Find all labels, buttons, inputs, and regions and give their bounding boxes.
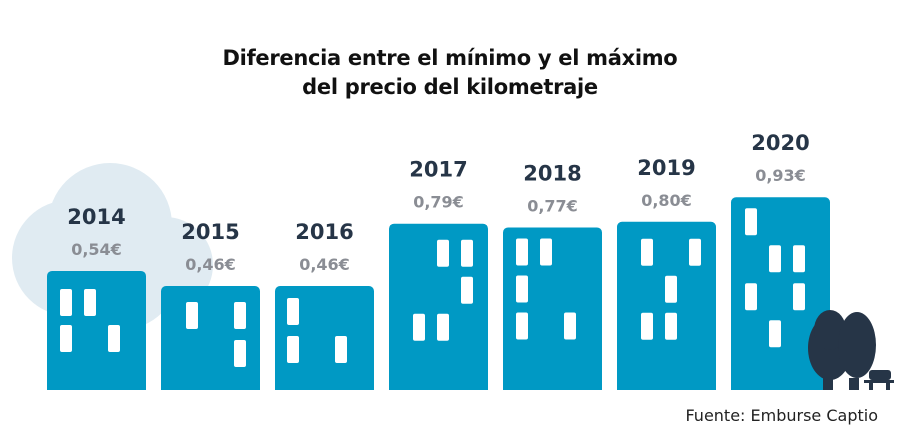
window-icon (234, 340, 246, 368)
window-icon (745, 283, 757, 311)
window-icon (461, 276, 473, 304)
window-icon (641, 238, 653, 266)
window-icon (108, 324, 120, 352)
window-icon (793, 283, 805, 311)
value-label: 0,46€ (185, 255, 236, 274)
year-label: 2017 (409, 158, 467, 182)
bar-2020 (731, 197, 830, 390)
window-icon (234, 302, 246, 330)
value-label: 0,79€ (413, 193, 464, 212)
window-icon (540, 238, 552, 266)
window-icon (516, 275, 528, 303)
chart-title: Diferencia entre el mínimo y el máximo d… (0, 44, 900, 102)
window-icon (413, 313, 425, 341)
year-label: 2019 (637, 156, 695, 180)
bar-base (47, 384, 146, 390)
window-icon (689, 238, 701, 266)
bar-base (275, 384, 374, 390)
window-icon (335, 336, 347, 364)
window-icon (437, 313, 449, 341)
window-icon (516, 238, 528, 266)
source-note: Fuente: Emburse Captio (685, 406, 878, 425)
window-icon (84, 288, 96, 316)
value-label: 0,54€ (71, 240, 122, 259)
bar-2018 (503, 227, 602, 390)
window-icon (769, 245, 781, 273)
window-icon (186, 302, 198, 330)
bar-2015 (161, 286, 260, 390)
window-icon (564, 312, 576, 340)
window-icon (437, 239, 449, 267)
trees-icon (808, 310, 894, 390)
window-icon (287, 336, 299, 364)
title-line-1: Diferencia entre el mínimo y el máximo (222, 46, 678, 70)
window-icon (60, 324, 72, 352)
window-icon (665, 275, 677, 303)
window-icon (769, 320, 781, 348)
window-icon (287, 298, 299, 326)
window-icon (641, 312, 653, 340)
bar-base (503, 384, 602, 390)
value-label: 0,77€ (527, 196, 578, 215)
year-label: 2020 (751, 131, 809, 155)
bar-base (731, 384, 830, 390)
value-label: 0,46€ (299, 255, 350, 274)
window-icon (60, 288, 72, 316)
year-label: 2014 (67, 205, 125, 229)
value-label: 0,93€ (755, 166, 806, 185)
window-icon (516, 312, 528, 340)
year-label: 2018 (523, 161, 581, 185)
value-label: 0,80€ (641, 191, 692, 210)
window-icon (665, 312, 677, 340)
bar-base (389, 384, 488, 390)
window-icon (461, 239, 473, 267)
year-label: 2016 (295, 220, 353, 244)
bar-base (161, 384, 260, 390)
bar-base (617, 384, 716, 390)
cloud-icon (12, 163, 213, 330)
bar-2016 (275, 286, 374, 390)
window-icon (745, 208, 757, 236)
year-label: 2015 (181, 220, 239, 244)
window-icon (793, 245, 805, 273)
bar-2019 (617, 221, 716, 390)
title-line-2: del precio del kilometraje (302, 75, 598, 99)
